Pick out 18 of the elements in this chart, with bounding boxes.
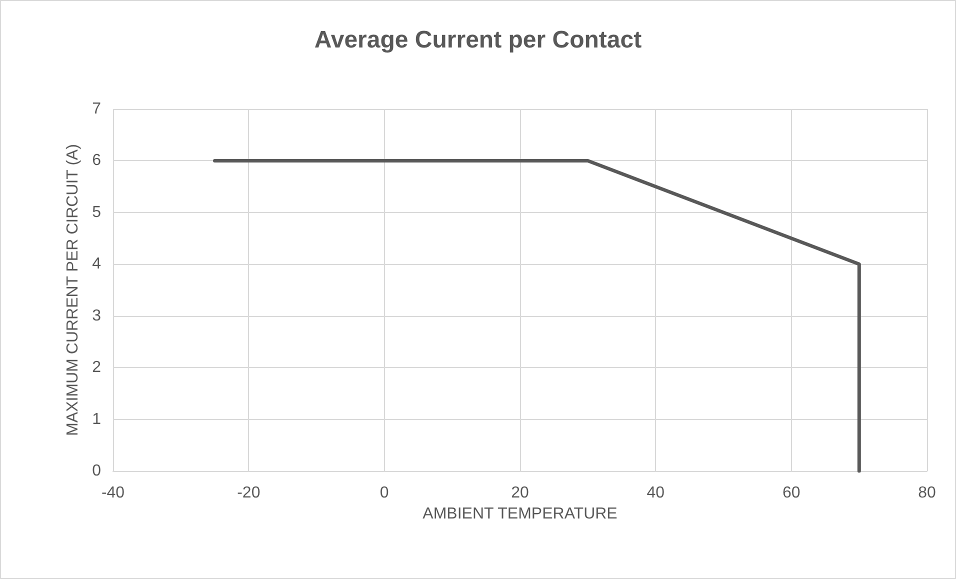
y-tick-label: 6 bbox=[92, 152, 102, 170]
x-axis-title: AMBIENT TEMPERATURE bbox=[422, 506, 618, 522]
y-tick-label: 1 bbox=[92, 410, 102, 428]
y-tick-label: 2 bbox=[92, 359, 102, 376]
x-tick-label: 80 bbox=[918, 484, 936, 502]
x-tick-label: 60 bbox=[782, 484, 800, 502]
x-tick-label: 0 bbox=[380, 484, 389, 502]
y-tick-label: 4 bbox=[92, 256, 102, 273]
chart-title: Average Current per Contact bbox=[314, 26, 642, 54]
y-tick-label: 0 bbox=[92, 462, 102, 480]
y-tick-label: 7 bbox=[92, 100, 102, 118]
y-axis-title: MAXIMUM CURRENT PER CIRCUIT (A) bbox=[64, 144, 82, 436]
y-tick-label: 3 bbox=[92, 307, 102, 324]
x-tick-label: -20 bbox=[237, 484, 260, 502]
x-tick-label: 20 bbox=[511, 484, 529, 502]
x-tick-label: -40 bbox=[101, 484, 125, 502]
x-tick-label: 40 bbox=[646, 484, 665, 502]
y-tick-label: 5 bbox=[92, 204, 102, 221]
